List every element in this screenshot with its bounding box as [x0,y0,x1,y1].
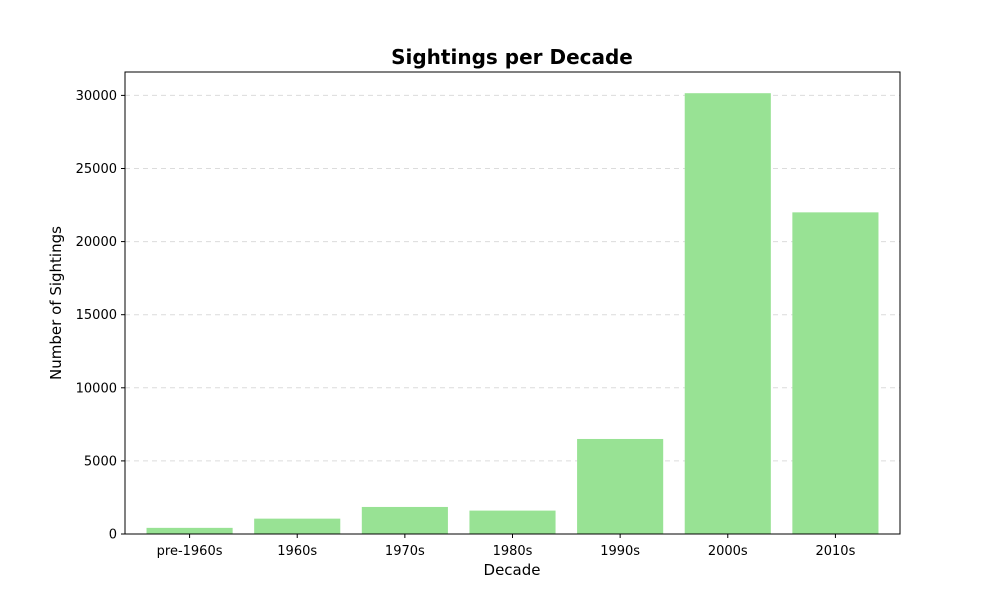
bar-1960s [254,518,341,534]
x-tick-label: 1990s [600,544,640,559]
y-axis-ticks: 0 5000 10000 15000 20000 25000 30000 [76,89,125,543]
x-tick-label: pre-1960s [157,544,223,559]
y-tick-label: 25000 [76,162,117,177]
x-tick-label: 2010s [815,544,855,559]
y-tick-label: 20000 [76,235,117,250]
plot-frame [124,71,901,535]
x-tick-label: 2000s [708,544,748,559]
y-axis-label: Number of Sightings [47,226,65,380]
x-axis-ticks: pre-1960s 1960s 1970s 1980s 1990s 2000s 2010s [157,534,856,559]
bar-2010s [792,212,879,534]
chart-title: Sightings per Decade [391,45,633,69]
bar-2000s [684,93,771,534]
bar-1980s [469,510,556,534]
x-tick-label: 1960s [277,544,317,559]
y-tick-label: 30000 [76,89,117,104]
gridlines [125,94,900,462]
y-tick-label: 10000 [76,381,117,396]
bar-1970s [361,506,448,534]
bar-pre-1960s [146,527,233,534]
x-axis-label: Decade [484,561,541,579]
y-tick-label: 15000 [76,308,117,323]
y-tick-label: 5000 [84,454,117,469]
x-tick-label: 1970s [385,544,425,559]
bars [146,93,879,534]
y-tick-label: 0 [109,528,117,543]
bar-1990s [577,438,664,534]
x-tick-label: 1980s [493,544,533,559]
